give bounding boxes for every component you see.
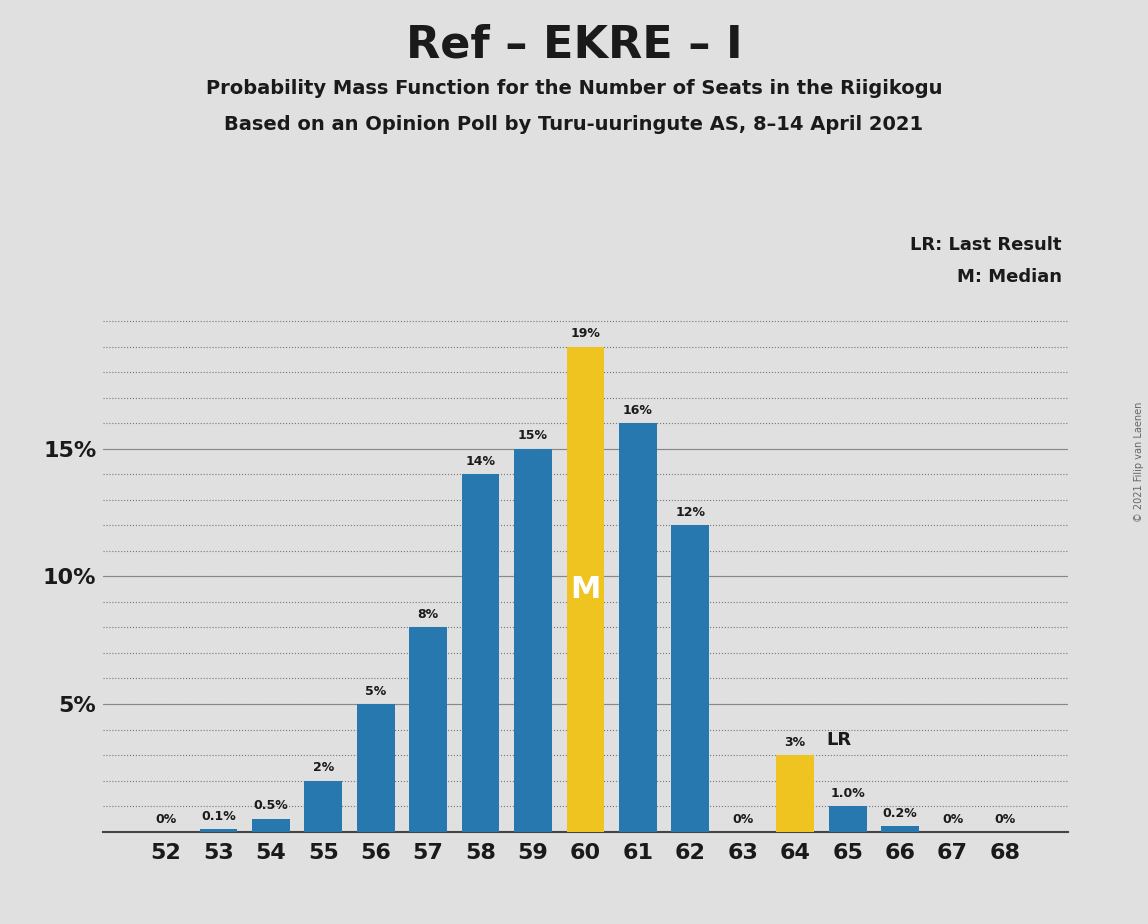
Bar (357, 704, 395, 832)
Text: 14%: 14% (466, 455, 496, 468)
Bar (776, 755, 814, 832)
Text: 1.0%: 1.0% (830, 786, 864, 799)
Text: 0%: 0% (155, 813, 177, 826)
Text: 16%: 16% (623, 404, 653, 417)
Bar (514, 449, 552, 832)
Bar (304, 781, 342, 832)
Text: M: Median: M: Median (957, 268, 1062, 286)
Bar (829, 806, 867, 832)
Text: Probability Mass Function for the Number of Seats in the Riigikogu: Probability Mass Function for the Number… (205, 79, 943, 98)
Text: Based on an Opinion Poll by Turu-uuringute AS, 8–14 April 2021: Based on an Opinion Poll by Turu-uuringu… (225, 116, 923, 135)
Text: 0.5%: 0.5% (254, 799, 288, 812)
Text: 0%: 0% (994, 813, 1016, 826)
Text: 19%: 19% (571, 327, 600, 340)
Text: 0%: 0% (732, 813, 753, 826)
Bar (461, 474, 499, 832)
Text: 15%: 15% (518, 430, 548, 443)
Text: 5%: 5% (365, 685, 387, 698)
Bar (567, 346, 604, 832)
Bar (619, 423, 657, 832)
Bar (200, 829, 238, 832)
Text: 0%: 0% (941, 813, 963, 826)
Bar (410, 627, 447, 832)
Text: LR: LR (827, 731, 852, 748)
Text: © 2021 Filip van Laenen: © 2021 Filip van Laenen (1134, 402, 1143, 522)
Text: M: M (571, 575, 600, 603)
Text: 8%: 8% (418, 608, 439, 621)
Bar (672, 526, 709, 832)
Text: 0.2%: 0.2% (883, 808, 917, 821)
Text: 12%: 12% (675, 506, 705, 519)
Text: 2%: 2% (312, 761, 334, 774)
Bar (253, 819, 289, 832)
Bar (882, 826, 918, 832)
Text: Ref – EKRE – I: Ref – EKRE – I (405, 23, 743, 67)
Text: 3%: 3% (784, 736, 806, 748)
Text: LR: Last Result: LR: Last Result (910, 236, 1062, 253)
Text: 0.1%: 0.1% (201, 809, 235, 822)
